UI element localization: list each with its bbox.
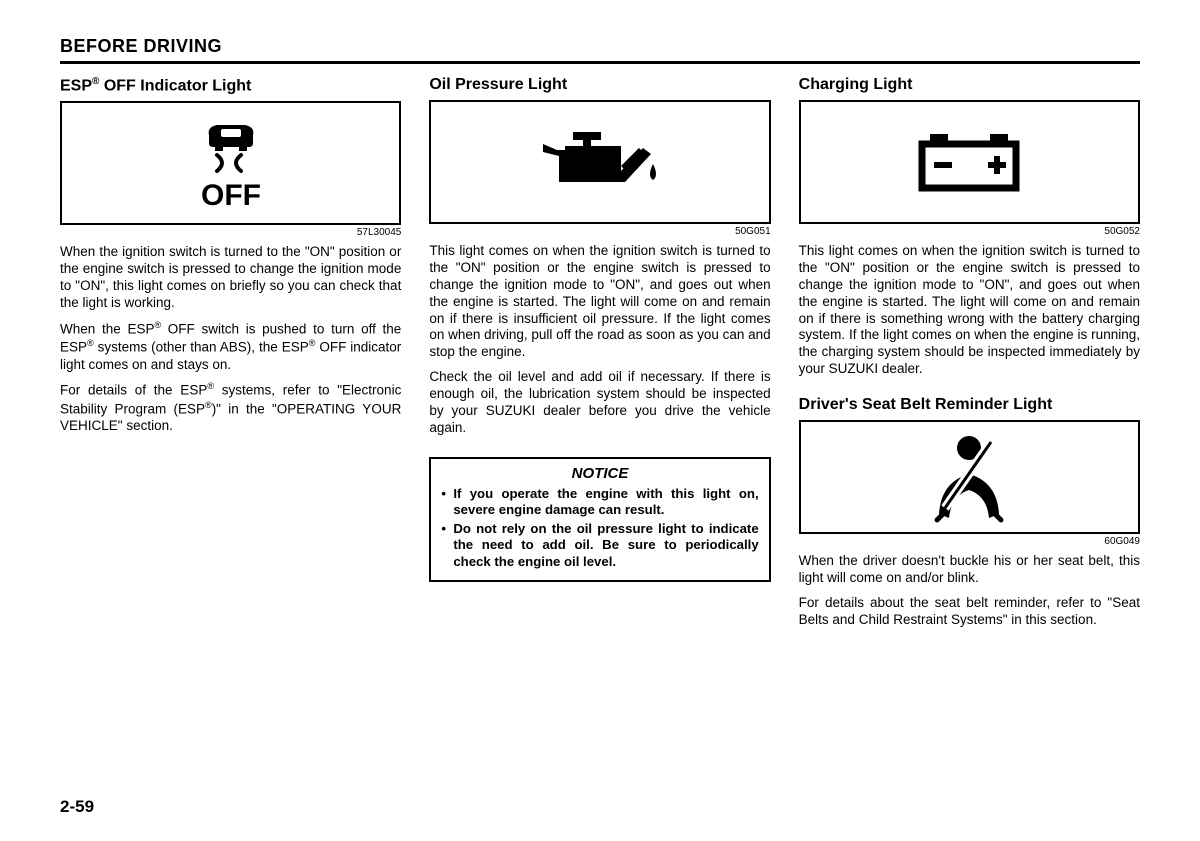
esp-off-indicator-icon-box: OFF — [60, 101, 401, 225]
section-title-oil-pressure: Oil Pressure Light — [429, 76, 770, 94]
charging-body-text: This light comes on when the ignition sw… — [799, 243, 1140, 378]
manual-page: BEFORE DRIVING ESP® OFF Indicator Light … — [0, 0, 1200, 841]
seat-belt-icon-box — [799, 420, 1140, 534]
paragraph: When the driver doesn't buckle his or he… — [799, 553, 1140, 587]
notice-item: If you operate the engine with this ligh… — [441, 486, 758, 519]
charging-light-icon-box — [799, 100, 1140, 224]
paragraph: This light comes on when the ignition sw… — [799, 243, 1140, 378]
oil-can-icon — [525, 122, 675, 202]
oil-pressure-icon-box — [429, 100, 770, 224]
notice-box: NOTICE If you operate the engine with th… — [429, 457, 770, 583]
paragraph: When the ESP® OFF switch is pushed to tu… — [60, 320, 401, 374]
seat-belt-icon — [919, 430, 1019, 525]
battery-icon — [904, 122, 1034, 202]
figure-code: 50G052 — [799, 226, 1140, 237]
esp-off-icon: OFF — [181, 113, 281, 213]
figure-code: 50G051 — [429, 226, 770, 237]
figure-code: 57L30045 — [60, 227, 401, 238]
section-title-charging: Charging Light — [799, 76, 1140, 94]
oil-pressure-body-text: This light comes on when the ignition sw… — [429, 243, 770, 437]
column-3: Charging Light 50G052 This light co — [799, 74, 1140, 637]
svg-text:OFF: OFF — [201, 179, 261, 212]
column-2: Oil Pressure Light 50G051 This ligh — [429, 74, 770, 637]
section-title-seat-belt: Driver's Seat Belt Reminder Light — [799, 396, 1140, 414]
column-1: ESP® OFF Indicator Light OFF 57L30045 Wh… — [60, 74, 401, 637]
page-header: BEFORE DRIVING — [60, 36, 1140, 64]
notice-title: NOTICE — [441, 465, 758, 482]
page-header-title: BEFORE DRIVING — [60, 36, 222, 56]
figure-code: 60G049 — [799, 536, 1140, 547]
esp-off-body-text: When the ignition switch is turned to th… — [60, 244, 401, 435]
section-title-esp-off: ESP® OFF Indicator Light — [60, 76, 401, 95]
seat-belt-section: Driver's Seat Belt Reminder Light — [799, 396, 1140, 629]
paragraph: Check the oil level and add oil if neces… — [429, 369, 770, 437]
paragraph: When the ignition switch is turned to th… — [60, 244, 401, 312]
paragraph: For details of the ESP® systems, refer t… — [60, 381, 401, 435]
notice-item: Do not rely on the oil pressure light to… — [441, 521, 758, 571]
paragraph: This light comes on when the ignition sw… — [429, 243, 770, 361]
paragraph: For details about the seat belt reminder… — [799, 595, 1140, 629]
notice-list: If you operate the engine with this ligh… — [441, 486, 758, 571]
seat-belt-body-text: When the driver doesn't buckle his or he… — [799, 553, 1140, 629]
content-columns: ESP® OFF Indicator Light OFF 57L30045 Wh… — [60, 74, 1140, 637]
page-number: 2-59 — [60, 797, 94, 817]
